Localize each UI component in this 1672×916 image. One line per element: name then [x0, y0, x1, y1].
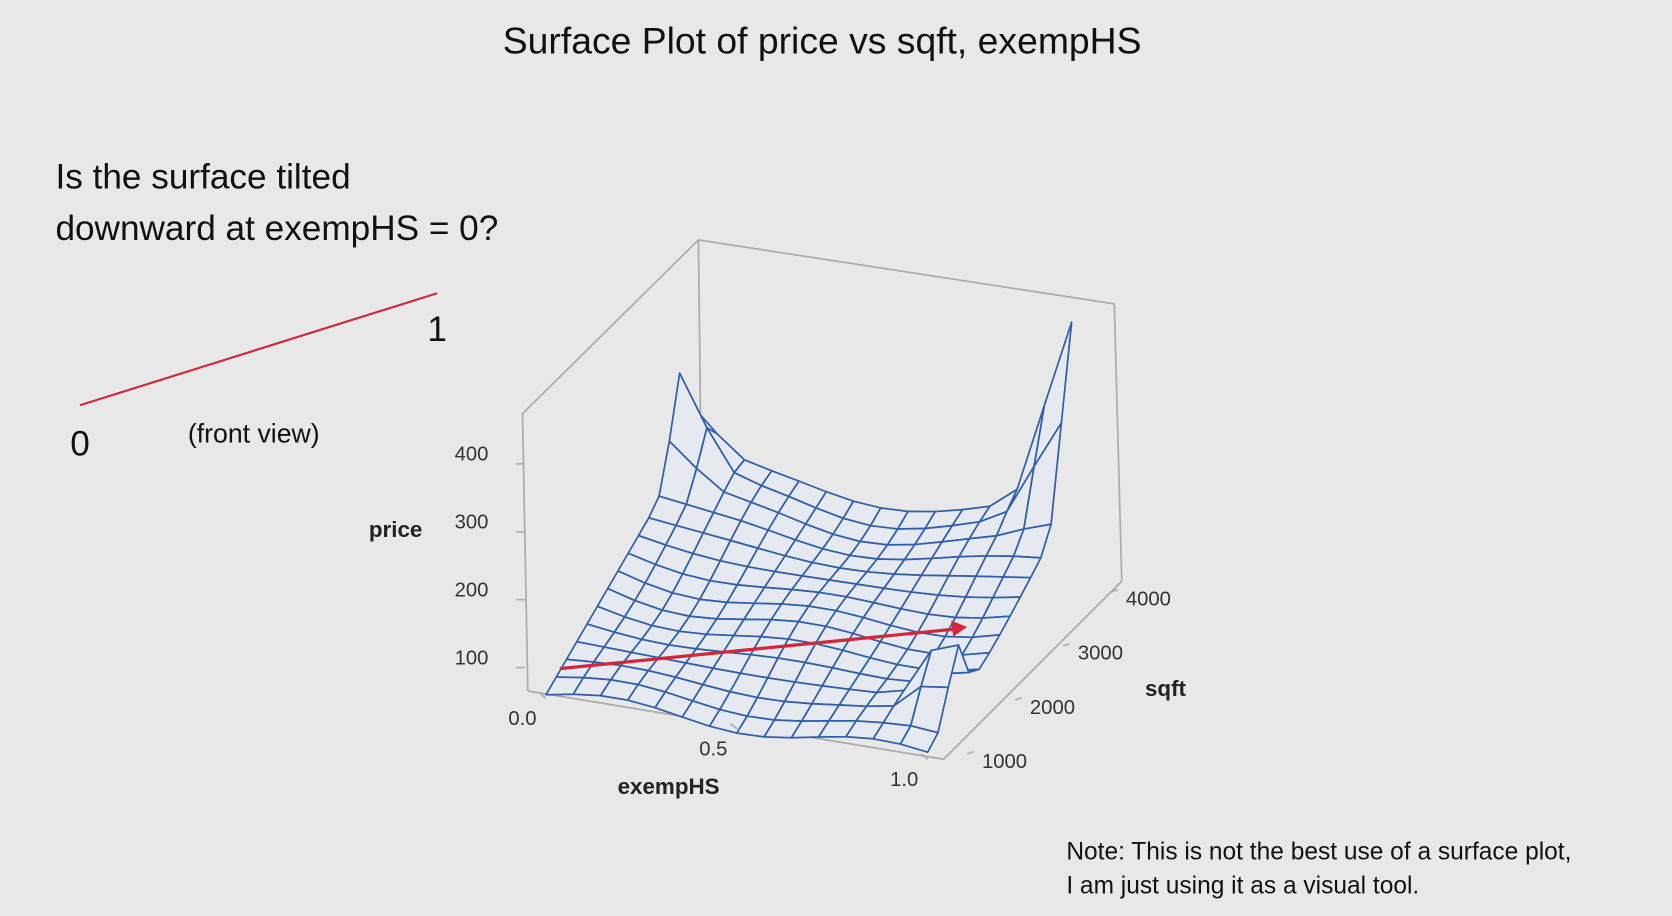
front-view-right: 1 [427, 310, 447, 349]
chart-title: Surface Plot of price vs sqft, exempHS [503, 19, 1142, 61]
question-line: downward at exempHS = 0? [55, 209, 498, 248]
y-tick-label: 2000 [1030, 697, 1075, 719]
y-tick [1110, 588, 1118, 593]
x-tick [920, 753, 929, 760]
z-tick-label: 400 [455, 444, 489, 466]
x-tick-label: 0.0 [508, 708, 536, 730]
x-tick-label: 0.5 [699, 739, 727, 761]
arrow [559, 627, 955, 671]
y-tick [966, 751, 974, 755]
y-tick-label: 4000 [1126, 589, 1171, 611]
y-tick-label: 3000 [1078, 643, 1123, 665]
y-tick [1014, 696, 1022, 701]
surface-patch [899, 725, 939, 754]
z-tick-label: 300 [455, 512, 489, 534]
note-line: Note: This is not the best use of a surf… [1066, 838, 1571, 865]
front-view-left: 0 [70, 424, 90, 463]
y-tick [1062, 642, 1070, 647]
x-tick [539, 692, 547, 700]
y-tick-label: 1000 [982, 751, 1027, 773]
z-tick-label: 200 [455, 579, 489, 601]
surface [545, 321, 1073, 754]
x-axis-label: exempHS [618, 774, 720, 799]
front-view-caption: (front view) [188, 419, 320, 449]
note-line: I am just using it as a visual tool. [1066, 873, 1419, 900]
z-axis-label: price [369, 517, 422, 542]
x-tick-label: 1.0 [890, 769, 918, 791]
box-outline [521, 239, 1123, 761]
front-view-line [79, 292, 438, 407]
arrow-head [951, 620, 968, 637]
z-tick-label: 100 [455, 647, 489, 669]
y-axis-label: sqft [1145, 676, 1187, 701]
x-tick [729, 722, 738, 730]
question-line: Is the surface tilted [55, 158, 350, 197]
